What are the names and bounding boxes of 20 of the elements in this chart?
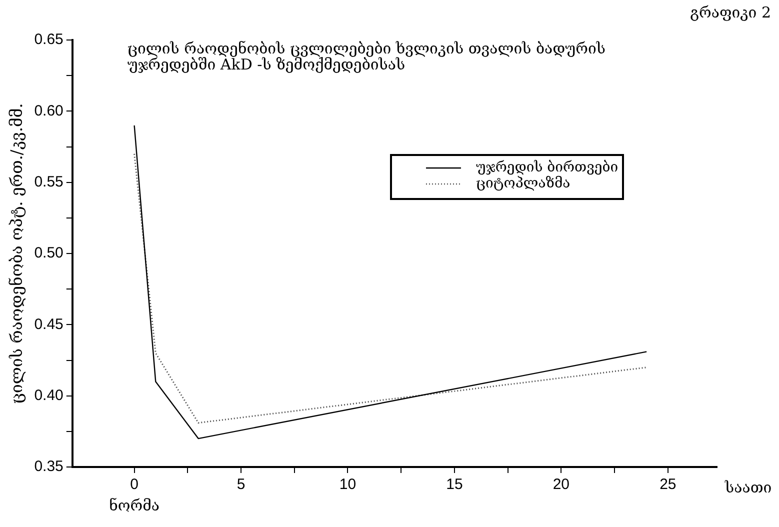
y-tick-label: 0.60	[34, 102, 64, 120]
text: ნორმა	[109, 496, 160, 514]
y-tick-label: 0.45	[34, 316, 64, 333]
x-axis-title: საათი	[724, 478, 772, 496]
x-tick-label: 10	[339, 476, 356, 494]
legend-label: ციტოპლაზმა	[476, 176, 570, 192]
legend-label: უჯრედის ბირთვები	[476, 160, 618, 176]
y-tick-label: 0.65	[34, 31, 64, 48]
y-tick-label: 0.35	[34, 458, 64, 476]
y-tick-label: 0.50	[34, 244, 64, 262]
y-axis-title: ცილის რაოდენობა ოპტ. ერთ./კვ.მმ.	[6, 103, 26, 404]
x-tick-label: 25	[660, 476, 676, 494]
text: გრაფიკი 2	[690, 3, 771, 22]
y-tick-label: 0.55	[34, 173, 64, 190]
y-tick-label: 0.40	[34, 386, 64, 404]
x-tick-label: 5	[236, 476, 246, 494]
x-tick-label: 15	[446, 476, 463, 494]
text: ცილის რაოდენობის ცვლილებები ხვლიკის თვალის ბადურის უჯრედებში AkD -ს ზემოქმედებისას	[127, 39, 606, 74]
x-tick-label: 0	[130, 476, 138, 494]
x-tick-label: 20	[552, 476, 570, 494]
